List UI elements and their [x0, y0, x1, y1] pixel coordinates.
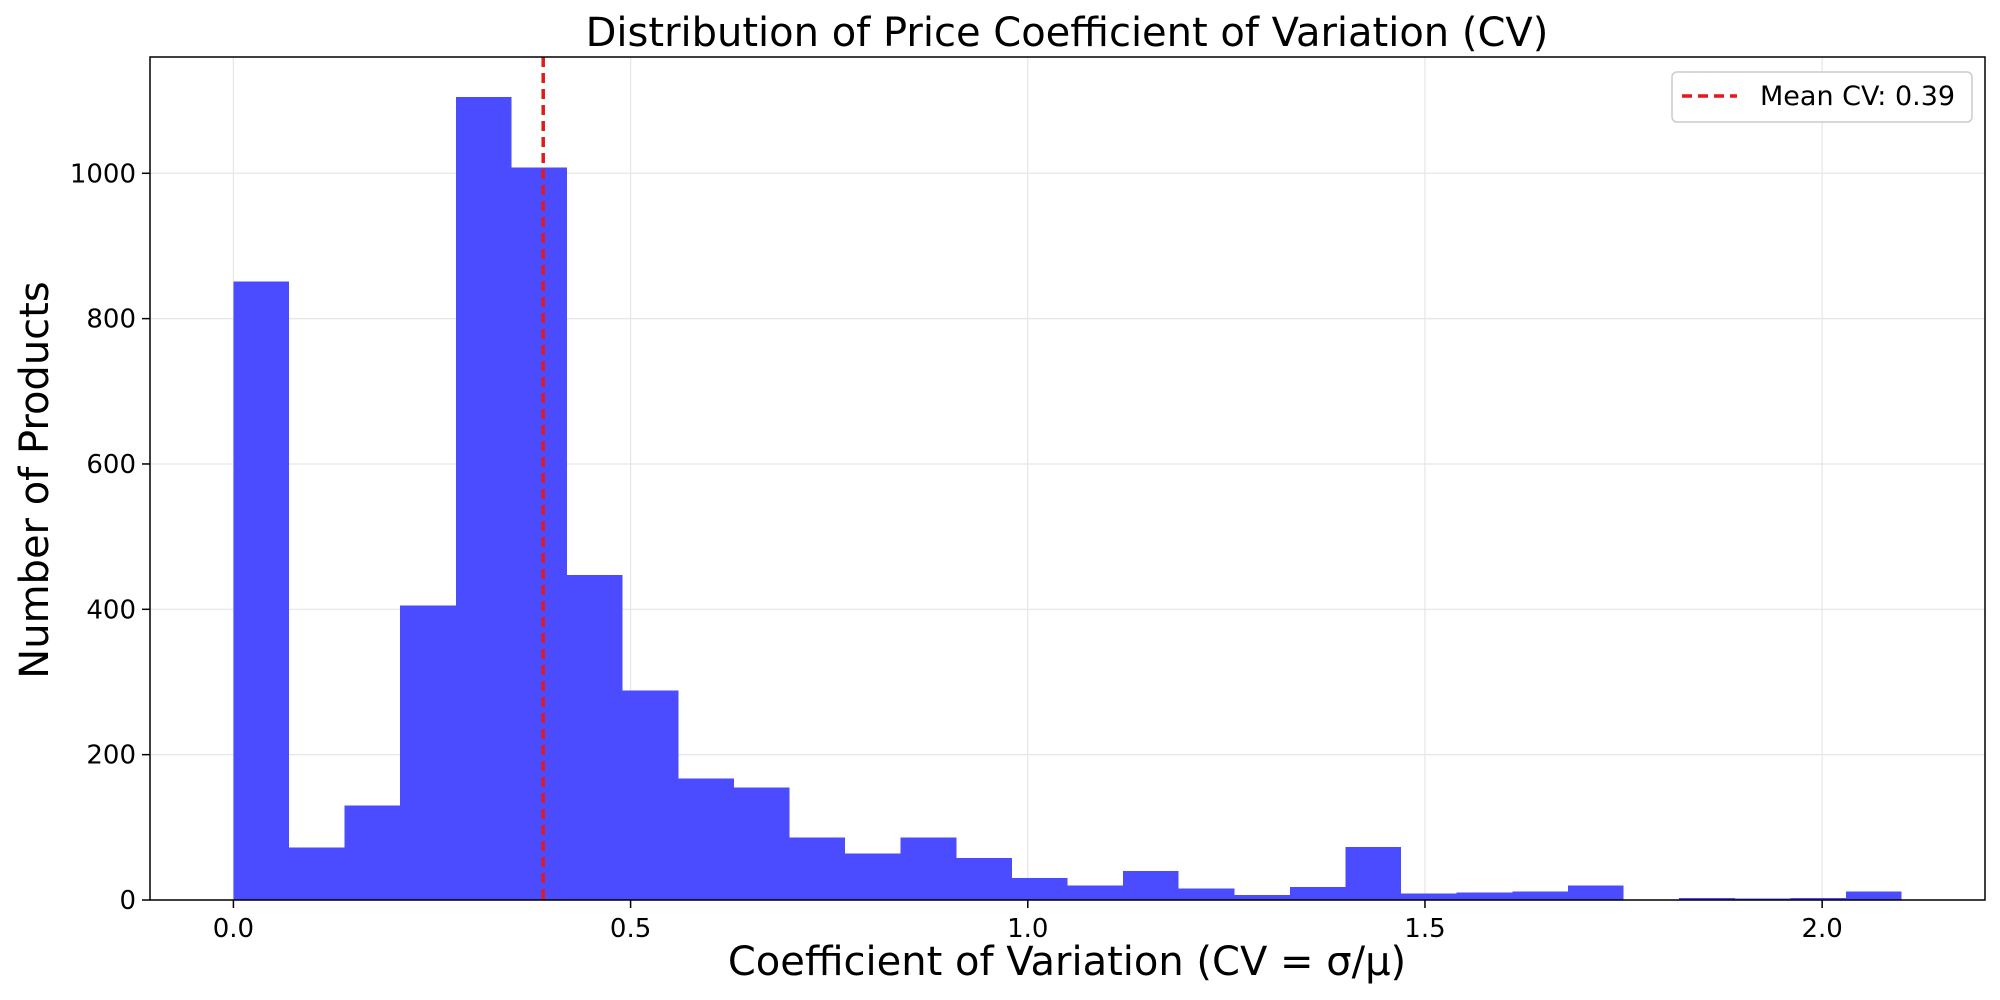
y-tick-label: 200 [86, 741, 136, 771]
histogram-bar [1123, 870, 1179, 900]
histogram-bar [289, 847, 345, 900]
histogram-bar [956, 857, 1012, 900]
histogram-bar [1512, 891, 1568, 900]
histogram-bar [1456, 892, 1513, 900]
x-tick-label: 1.5 [1404, 914, 1445, 944]
histogram-bar [344, 805, 401, 900]
legend: Mean CV: 0.39 [1671, 71, 1973, 123]
legend-box [1671, 71, 1973, 123]
y-tick-label: 400 [86, 595, 136, 625]
x-tick-label: 0.5 [610, 914, 651, 944]
chart-title: Distribution of Price Coefficient of Var… [586, 10, 1549, 56]
y-axis-label: Number of Products [12, 281, 58, 678]
histogram-bar [1845, 891, 1902, 900]
y-tick-label: 800 [86, 305, 136, 335]
histogram-bar [733, 787, 790, 900]
histogram-bar [400, 605, 456, 900]
histogram-bar [622, 690, 679, 900]
x-tick-label: 1.0 [1007, 914, 1048, 944]
histogram-bar [1234, 894, 1290, 900]
histogram-bar [511, 167, 568, 901]
histogram-bar [1679, 897, 1735, 900]
histogram-bar [1567, 885, 1624, 900]
histogram-bar [1011, 878, 1068, 900]
histogram-bar [1289, 886, 1346, 900]
y-tick-label: 1000 [70, 159, 136, 189]
histogram-bar [1178, 888, 1235, 900]
histogram-bar [678, 778, 734, 900]
x-axis-label: Coefficient of Variation (CV = σ/μ) [728, 939, 1406, 985]
histogram-bar [789, 837, 846, 900]
y-tick-label: 600 [86, 450, 136, 480]
histogram-bar [845, 853, 901, 900]
x-axis-ticks: 0.0 0.5 1.0 1.5 2.0 [213, 900, 1843, 944]
histogram-bar [1345, 846, 1402, 900]
histogram-bar [233, 281, 290, 901]
y-tick-label: 0 [119, 886, 136, 916]
histogram-bar [455, 96, 512, 900]
x-tick-label: 2.0 [1801, 914, 1842, 944]
legend-mean-label: Mean CV: 0.39 [1760, 81, 1955, 112]
histogram-bar [900, 837, 957, 900]
histogram-bars [233, 96, 1902, 901]
y-axis-ticks: 0 200 400 600 800 1000 [70, 159, 150, 916]
x-tick-label: 0.0 [213, 914, 254, 944]
plot-frame [149, 56, 1986, 901]
histogram-bar [1401, 893, 1457, 900]
histogram-bar [1790, 897, 1846, 900]
histogram-bar [1067, 885, 1124, 900]
histogram-bar [567, 575, 623, 900]
